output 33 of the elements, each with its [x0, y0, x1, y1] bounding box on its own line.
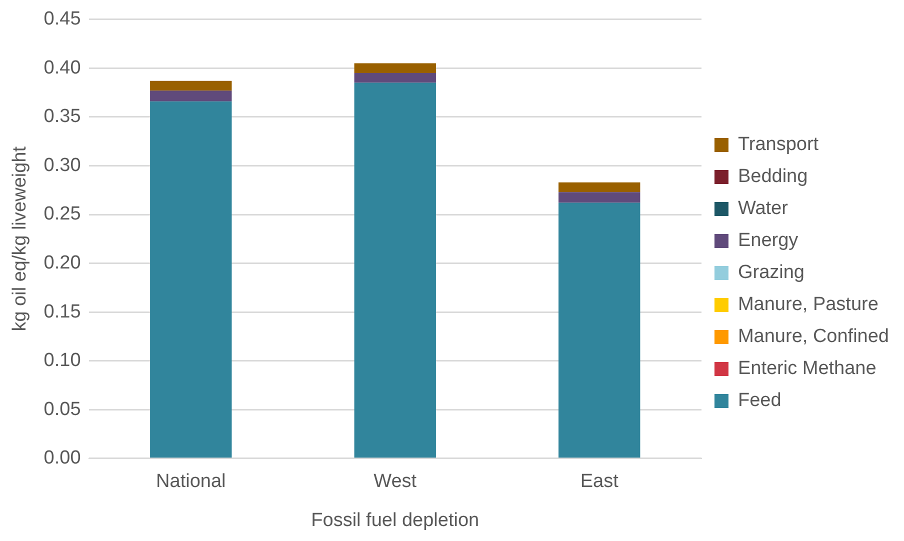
legend-label: Feed	[738, 390, 782, 412]
x-tick-label: National	[156, 471, 226, 492]
legend-label: Transport	[738, 134, 820, 156]
bar	[150, 90, 232, 102]
legend-label: Manure, Confined	[738, 326, 890, 348]
legend-label: Enteric Methane	[738, 358, 876, 380]
y-tick-label: 0.30	[44, 154, 81, 176]
y-tick-label: 0.25	[44, 204, 81, 225]
legend-label: Energy	[738, 230, 799, 252]
legend-label: Water	[738, 198, 789, 220]
y-tick-label: 0.35	[44, 106, 81, 128]
legend-label: Grazing	[738, 262, 804, 284]
y-tick-label: 0.15	[44, 301, 81, 322]
y-tick-label: 0.00	[44, 448, 81, 469]
y-tick-label: 0.10	[44, 350, 81, 372]
bar	[150, 101, 232, 458]
y-axis-title: kg oil eq/kg liveweight	[10, 146, 31, 332]
bar	[558, 182, 640, 192]
bar	[354, 73, 436, 83]
x-tick-label: West	[374, 471, 418, 492]
bar	[150, 80, 232, 91]
bar	[354, 82, 436, 458]
legend-label: Bedding	[738, 166, 808, 188]
x-tick-label: East	[580, 471, 620, 492]
y-tick-label: 0.45	[44, 8, 81, 30]
y-tick-label: 0.20	[44, 252, 81, 274]
y-tick-label: 0.40	[44, 57, 81, 78]
bar	[558, 202, 640, 458]
bar	[354, 63, 436, 74]
y-tick-label: 0.05	[44, 398, 81, 420]
legend-label: Manure, Pasture	[738, 294, 878, 316]
bar	[558, 192, 640, 203]
x-axis-title: Fossil fuel depletion	[311, 510, 480, 531]
